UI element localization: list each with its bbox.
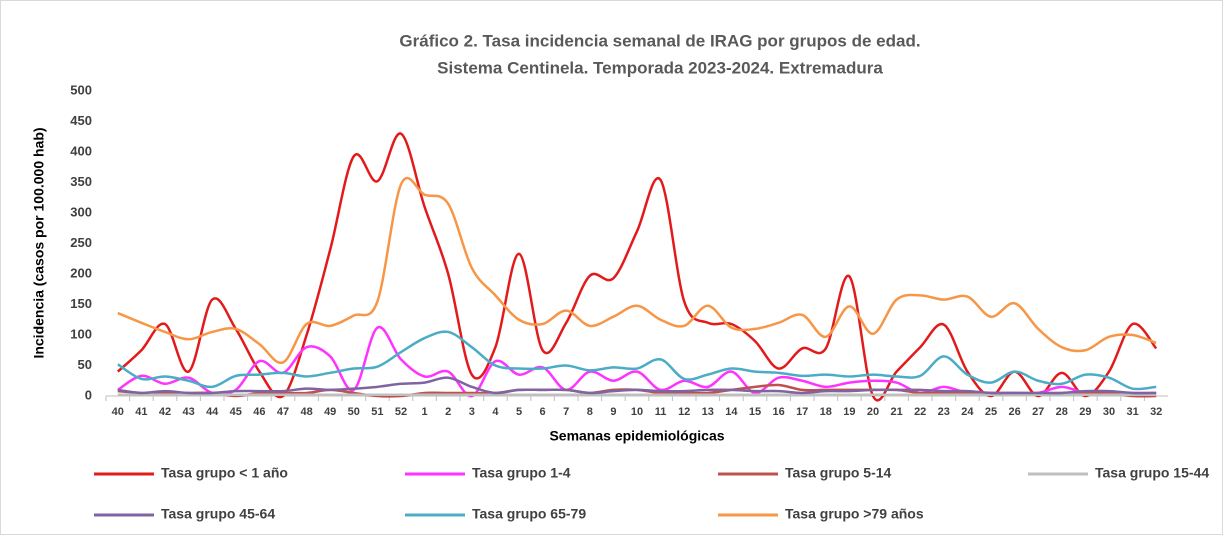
x-tick-label: 1: [422, 406, 428, 418]
legend-label: Tasa grupo 1-4: [472, 465, 571, 481]
x-tick-label: 45: [230, 406, 242, 418]
x-tick-label: 25: [985, 406, 997, 418]
legend-label: Tasa grupo 45-64: [161, 506, 275, 522]
x-tick-label: 32: [1150, 406, 1162, 418]
x-tick-label: 11: [655, 406, 667, 418]
y-tick-label: 0: [85, 387, 92, 402]
x-tick-label: 44: [206, 406, 219, 418]
x-tick-label: 50: [348, 406, 360, 418]
legend-label: Tasa grupo 15-44: [1095, 465, 1209, 481]
chart-subtitle: Sistema Centinela. Temporada 2023-2024. …: [437, 58, 883, 77]
x-tick-label: 52: [395, 406, 407, 418]
x-tick-label: 24: [961, 406, 974, 418]
x-tick-label: 7: [563, 406, 569, 418]
x-axis-label: Semanas epidemiológicas: [549, 428, 724, 444]
y-tick-label: 200: [70, 265, 92, 280]
x-tick-label: 3: [469, 406, 475, 418]
x-tick-label: 41: [135, 406, 147, 418]
x-tick-label: 6: [540, 406, 546, 418]
x-tick-label: 42: [159, 406, 171, 418]
x-tick-label: 46: [253, 406, 265, 418]
x-tick-label: 5: [516, 406, 522, 418]
x-tick-label: 9: [610, 406, 616, 418]
y-axis-label: Incidencia (casos por 100.000 hab): [31, 127, 47, 358]
x-tick-label: 22: [914, 406, 926, 418]
x-tick-label: 48: [300, 406, 312, 418]
x-tick-label: 51: [371, 406, 383, 418]
x-tick-label: 31: [1126, 406, 1138, 418]
x-tick-label: 15: [749, 406, 761, 418]
x-tick-label: 14: [725, 406, 738, 418]
x-tick-label: 26: [1008, 406, 1020, 418]
x-tick-label: 20: [867, 406, 879, 418]
x-tick-label: 13: [702, 406, 714, 418]
x-tick-label: 18: [820, 406, 832, 418]
legend-label: Tasa grupo >79 años: [785, 506, 924, 522]
x-tick-label: 49: [324, 406, 336, 418]
y-tick-label: 300: [70, 204, 92, 219]
series-line: [117, 176, 1157, 365]
x-tick-label: 23: [938, 406, 950, 418]
x-tick-label: 43: [182, 406, 194, 418]
x-tick-label: 30: [1103, 406, 1115, 418]
y-tick-label: 250: [70, 235, 92, 250]
chart-title: Gráfico 2. Tasa incidencia semanal de IR…: [399, 31, 920, 50]
series-line: [117, 330, 1157, 391]
x-tick-label: 10: [631, 406, 643, 418]
x-tick-label: 29: [1079, 406, 1091, 418]
y-tick-label: 50: [78, 357, 92, 372]
x-tick-label: 8: [587, 406, 593, 418]
x-tick-label: 17: [796, 406, 808, 418]
x-tick-label: 47: [277, 406, 289, 418]
x-tick-label: 2: [445, 406, 451, 418]
x-tick-label: 28: [1056, 406, 1068, 418]
y-tick-label: 400: [70, 143, 92, 158]
x-tick-label: 4: [492, 406, 499, 418]
x-tick-label: 40: [112, 406, 124, 418]
y-tick-label: 350: [70, 174, 92, 189]
legend-label: Tasa grupo 65-79: [472, 506, 586, 522]
y-tick-label: 500: [70, 82, 92, 97]
legend-label: Tasa grupo < 1 año: [161, 465, 288, 481]
x-tick-label: 16: [772, 406, 784, 418]
x-tick-label: 21: [890, 406, 902, 418]
y-tick-label: 150: [70, 296, 92, 311]
x-tick-label: 27: [1032, 406, 1044, 418]
x-tick-label: 19: [843, 406, 855, 418]
legend-label: Tasa grupo 5-14: [785, 465, 892, 481]
y-tick-label: 450: [70, 113, 92, 128]
x-tick-label: 12: [678, 406, 690, 418]
y-tick-label: 100: [70, 326, 92, 341]
series-line: [117, 376, 1157, 395]
